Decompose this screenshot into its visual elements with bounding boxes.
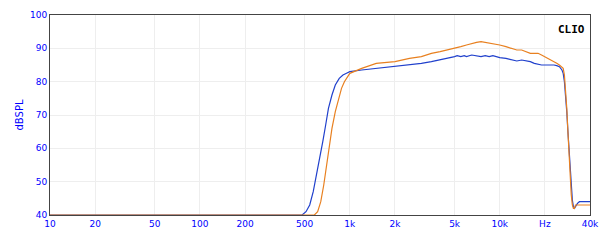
svg-text:40: 40	[36, 210, 48, 220]
svg-text:Hz: Hz	[539, 219, 551, 229]
svg-text:1k: 1k	[344, 219, 356, 229]
svg-text:500: 500	[296, 219, 313, 229]
svg-text:60: 60	[36, 143, 48, 153]
svg-text:20: 20	[89, 219, 101, 229]
svg-text:100: 100	[191, 219, 208, 229]
svg-text:200: 200	[236, 219, 253, 229]
svg-text:100: 100	[30, 10, 47, 20]
svg-text:40k: 40k	[582, 219, 599, 229]
svg-text:10: 10	[44, 219, 56, 229]
svg-text:5k: 5k	[449, 219, 461, 229]
svg-text:80: 80	[36, 77, 48, 87]
svg-text:50: 50	[149, 219, 161, 229]
svg-text:70: 70	[36, 110, 48, 120]
svg-text:2k: 2k	[389, 219, 401, 229]
svg-text:CLIO: CLIO	[558, 23, 585, 36]
svg-text:50: 50	[36, 177, 48, 187]
svg-text:90: 90	[36, 43, 48, 53]
svg-text:dBSPL: dBSPL	[14, 99, 25, 130]
svg-text:10k: 10k	[491, 219, 508, 229]
